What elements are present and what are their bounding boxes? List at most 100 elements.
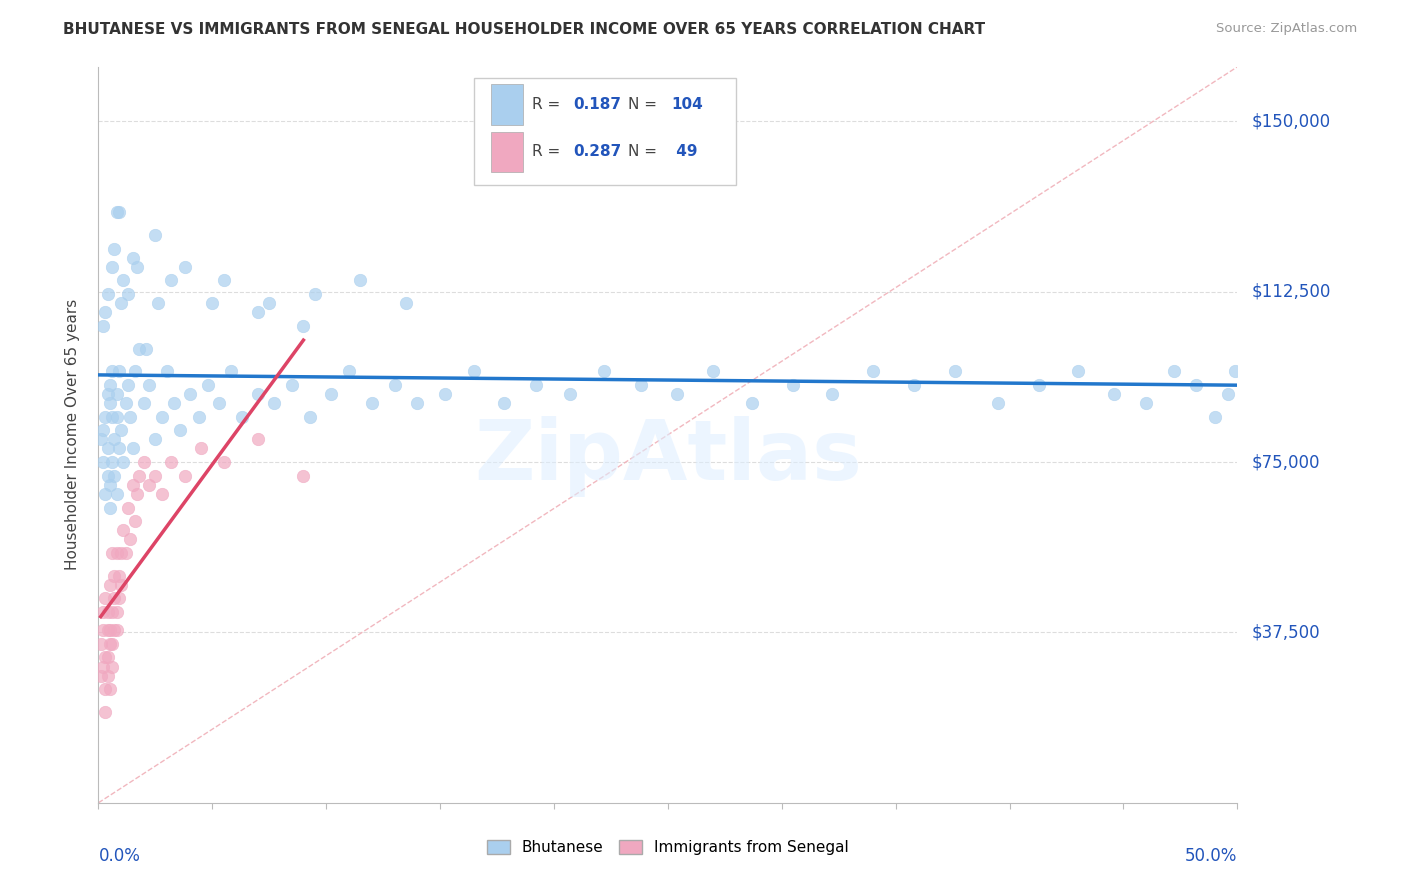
- Point: [101, 260, 124, 274]
- Point: [231, 409, 253, 424]
- Text: R =: R =: [533, 96, 565, 112]
- Point: [96, 668, 118, 682]
- Point: [463, 364, 485, 378]
- Point: [94, 650, 117, 665]
- Point: [160, 273, 183, 287]
- Point: [105, 409, 128, 424]
- Point: [492, 396, 515, 410]
- Point: [108, 364, 131, 378]
- Point: [98, 500, 121, 515]
- Point: [156, 364, 179, 378]
- Text: 0.0%: 0.0%: [98, 847, 141, 865]
- Text: 104: 104: [671, 96, 703, 112]
- FancyBboxPatch shape: [474, 78, 737, 185]
- Point: [91, 605, 114, 619]
- Point: [208, 396, 231, 410]
- Text: 49: 49: [671, 145, 697, 160]
- Legend: Bhutanese, Immigrants from Senegal: Bhutanese, Immigrants from Senegal: [481, 834, 855, 862]
- Text: Source: ZipAtlas.com: Source: ZipAtlas.com: [1216, 22, 1357, 36]
- Point: [124, 514, 146, 528]
- Text: 0.187: 0.187: [574, 96, 621, 112]
- Point: [150, 487, 173, 501]
- Point: [98, 478, 121, 492]
- Point: [108, 205, 131, 219]
- Point: [91, 455, 114, 469]
- Point: [112, 523, 135, 537]
- Point: [197, 377, 219, 392]
- Point: [1104, 387, 1126, 401]
- Point: [103, 591, 125, 606]
- Text: 50.0%: 50.0%: [1185, 847, 1237, 865]
- Point: [96, 387, 118, 401]
- Point: [110, 423, 132, 437]
- Point: [150, 409, 173, 424]
- Point: [259, 296, 281, 310]
- Point: [94, 591, 117, 606]
- Point: [135, 342, 157, 356]
- Point: [132, 396, 155, 410]
- Point: [94, 705, 117, 719]
- Point: [117, 500, 139, 515]
- Point: [91, 318, 114, 333]
- Point: [96, 287, 118, 301]
- Point: [174, 468, 197, 483]
- Point: [304, 287, 326, 301]
- Point: [782, 377, 804, 392]
- Point: [1223, 364, 1246, 378]
- Text: 0.287: 0.287: [574, 145, 621, 160]
- Point: [127, 487, 149, 501]
- Point: [112, 273, 135, 287]
- Point: [98, 377, 121, 392]
- Point: [558, 387, 581, 401]
- Point: [105, 205, 128, 219]
- Point: [124, 364, 146, 378]
- Point: [145, 227, 167, 242]
- Point: [91, 423, 114, 437]
- Point: [524, 377, 547, 392]
- Point: [132, 455, 155, 469]
- Bar: [491, 132, 523, 172]
- Point: [90, 433, 112, 447]
- Point: [98, 578, 121, 592]
- Text: N =: N =: [628, 145, 662, 160]
- Point: [101, 364, 124, 378]
- Point: [145, 433, 167, 447]
- Point: [108, 591, 131, 606]
- Point: [138, 377, 160, 392]
- Point: [406, 396, 429, 410]
- Point: [105, 623, 128, 637]
- Point: [110, 578, 132, 592]
- Point: [91, 623, 114, 637]
- Point: [108, 442, 131, 456]
- Point: [337, 364, 360, 378]
- Point: [103, 242, 125, 256]
- Point: [160, 455, 183, 469]
- Point: [187, 409, 209, 424]
- Bar: [491, 84, 523, 125]
- Point: [105, 387, 128, 401]
- Point: [201, 296, 224, 310]
- Point: [179, 387, 201, 401]
- Point: [105, 487, 128, 501]
- Point: [212, 455, 235, 469]
- Point: [219, 364, 242, 378]
- Point: [821, 387, 844, 401]
- Point: [145, 468, 167, 483]
- Point: [114, 546, 136, 560]
- Point: [105, 546, 128, 560]
- Point: [101, 455, 124, 469]
- Point: [246, 305, 269, 319]
- Point: [319, 387, 342, 401]
- Point: [103, 433, 125, 447]
- Point: [103, 623, 125, 637]
- Point: [94, 305, 117, 319]
- Point: [162, 396, 184, 410]
- Point: [630, 377, 652, 392]
- Point: [120, 533, 142, 547]
- Point: [101, 659, 124, 673]
- Point: [665, 387, 688, 401]
- Point: [98, 682, 121, 697]
- Point: [103, 468, 125, 483]
- Point: [90, 637, 112, 651]
- Point: [943, 364, 966, 378]
